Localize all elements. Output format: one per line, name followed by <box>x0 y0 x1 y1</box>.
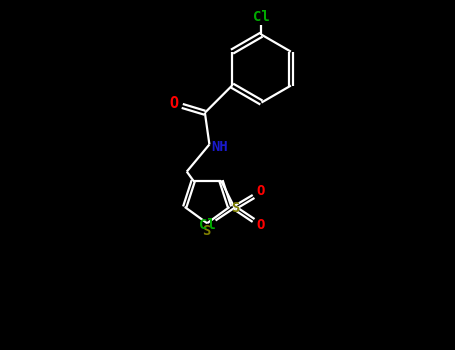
Text: O: O <box>256 218 264 232</box>
Text: Cl: Cl <box>199 218 216 232</box>
Text: O: O <box>256 184 264 198</box>
Text: O: O <box>170 96 179 111</box>
Text: S: S <box>202 224 211 238</box>
Text: S: S <box>231 201 240 215</box>
Text: Cl: Cl <box>253 10 270 25</box>
Text: NH: NH <box>211 140 228 154</box>
